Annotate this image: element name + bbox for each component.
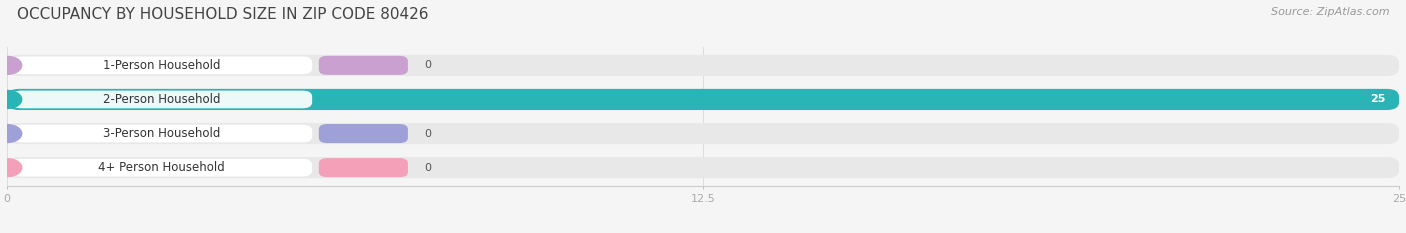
Text: 1-Person Household: 1-Person Household [103, 59, 221, 72]
FancyBboxPatch shape [11, 159, 312, 177]
Text: 4+ Person Household: 4+ Person Household [98, 161, 225, 174]
Text: 2-Person Household: 2-Person Household [103, 93, 221, 106]
Circle shape [0, 125, 21, 143]
FancyBboxPatch shape [319, 158, 408, 177]
FancyBboxPatch shape [7, 89, 1399, 110]
Text: 3-Person Household: 3-Person Household [103, 127, 221, 140]
FancyBboxPatch shape [11, 56, 312, 74]
Text: 0: 0 [425, 129, 432, 139]
FancyBboxPatch shape [7, 55, 1399, 76]
FancyBboxPatch shape [7, 89, 1399, 110]
Text: 0: 0 [425, 60, 432, 70]
Text: Source: ZipAtlas.com: Source: ZipAtlas.com [1271, 7, 1389, 17]
Text: 25: 25 [1369, 94, 1385, 104]
FancyBboxPatch shape [319, 56, 408, 75]
FancyBboxPatch shape [11, 91, 312, 108]
Circle shape [0, 159, 21, 177]
Circle shape [0, 90, 21, 108]
Circle shape [0, 56, 21, 74]
FancyBboxPatch shape [11, 125, 312, 142]
Text: OCCUPANCY BY HOUSEHOLD SIZE IN ZIP CODE 80426: OCCUPANCY BY HOUSEHOLD SIZE IN ZIP CODE … [17, 7, 429, 22]
FancyBboxPatch shape [7, 123, 1399, 144]
FancyBboxPatch shape [7, 157, 1399, 178]
FancyBboxPatch shape [319, 124, 408, 143]
Text: 0: 0 [425, 163, 432, 173]
